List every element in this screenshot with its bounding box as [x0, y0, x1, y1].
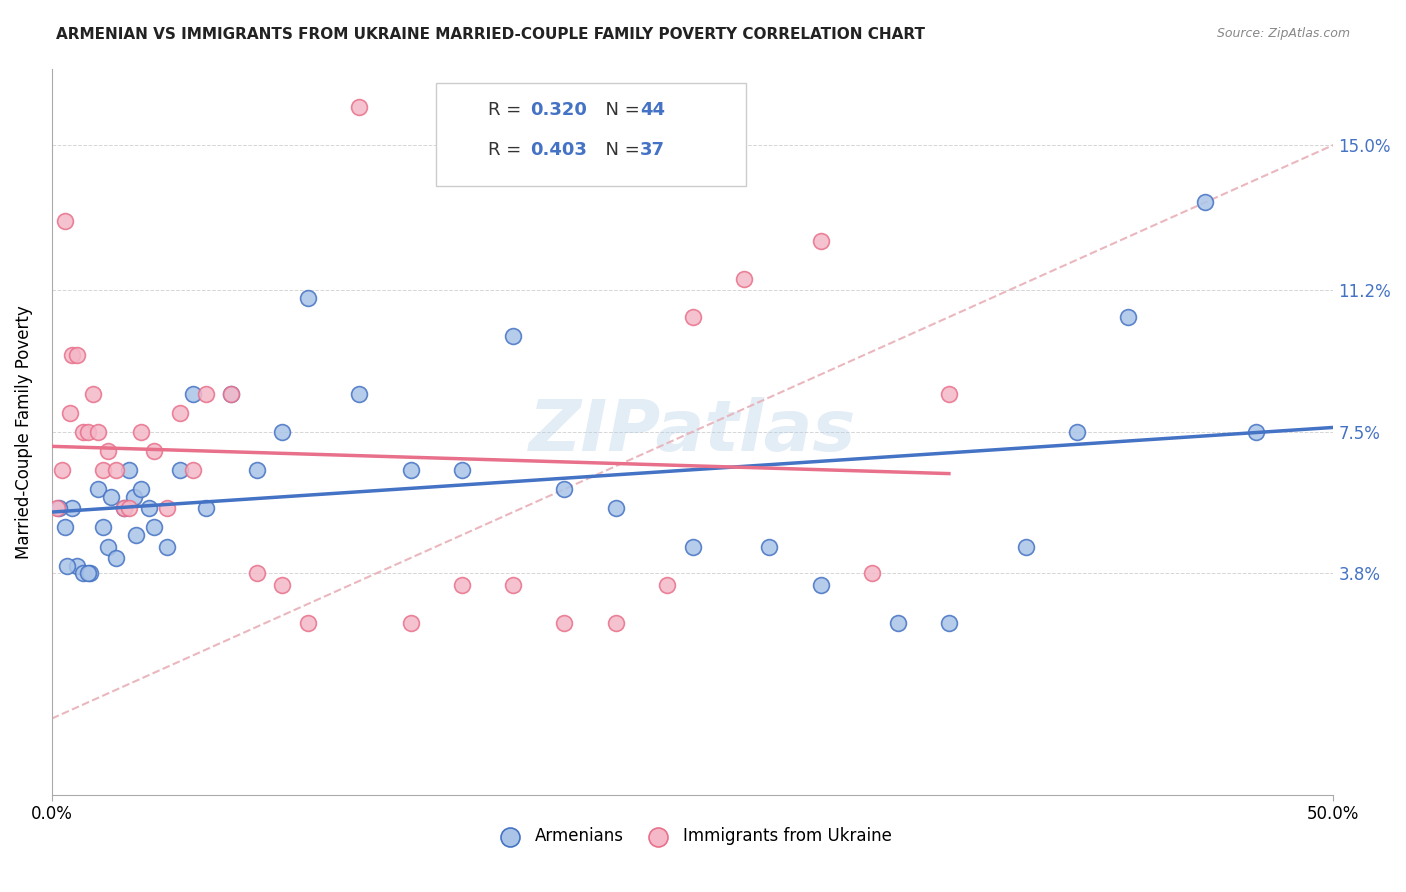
Point — [60, 501, 83, 516]
Text: N =: N = — [593, 101, 645, 119]
Point — [349, 386, 371, 401]
Point — [181, 463, 204, 477]
Point — [605, 615, 627, 630]
Point — [97, 540, 120, 554]
Text: 0.403: 0.403 — [530, 141, 588, 159]
Point — [349, 100, 371, 114]
Point — [91, 463, 114, 477]
Text: Source: ZipAtlas.com: Source: ZipAtlas.com — [1216, 27, 1350, 40]
Point — [399, 463, 422, 477]
Text: R =: R = — [488, 101, 527, 119]
Text: ZIPatlas: ZIPatlas — [529, 397, 856, 467]
Point — [1246, 425, 1268, 439]
Point — [194, 386, 217, 401]
Point — [219, 386, 242, 401]
Point — [271, 425, 294, 439]
Point — [156, 501, 179, 516]
Point — [297, 291, 319, 305]
Point — [143, 444, 166, 458]
Text: 37: 37 — [640, 141, 665, 159]
Point — [104, 551, 127, 566]
Point — [758, 540, 780, 554]
Point — [733, 272, 755, 286]
Point — [246, 566, 269, 581]
Point — [502, 578, 524, 592]
Text: 44: 44 — [640, 101, 665, 119]
Point — [122, 490, 145, 504]
Point — [97, 444, 120, 458]
Point — [451, 578, 474, 592]
Point — [48, 501, 70, 516]
Point — [297, 615, 319, 630]
Point — [1015, 540, 1038, 554]
Point — [131, 482, 153, 496]
Point — [938, 386, 960, 401]
Point — [886, 615, 908, 630]
Point — [91, 520, 114, 534]
Point — [399, 615, 422, 630]
Point — [100, 490, 122, 504]
Point — [143, 520, 166, 534]
Point — [112, 501, 135, 516]
Point — [451, 463, 474, 477]
Text: R =: R = — [488, 141, 527, 159]
Point — [87, 425, 110, 439]
Point — [72, 425, 94, 439]
Legend: Armenians, Immigrants from Ukraine: Armenians, Immigrants from Ukraine — [486, 821, 898, 852]
Point — [1118, 310, 1140, 324]
Point — [860, 566, 883, 581]
Text: ARMENIAN VS IMMIGRANTS FROM UKRAINE MARRIED-COUPLE FAMILY POVERTY CORRELATION CH: ARMENIAN VS IMMIGRANTS FROM UKRAINE MARR… — [56, 27, 925, 42]
Point — [138, 501, 160, 516]
Point — [112, 501, 135, 516]
Point — [59, 406, 82, 420]
Point — [1194, 195, 1216, 210]
Point — [87, 482, 110, 496]
Point — [72, 566, 94, 581]
Point — [194, 501, 217, 516]
Point — [553, 615, 575, 630]
Point — [605, 501, 627, 516]
Point — [66, 558, 89, 573]
Point — [219, 386, 242, 401]
Point — [502, 329, 524, 343]
Point — [156, 540, 179, 554]
Point — [131, 425, 153, 439]
Point — [271, 578, 294, 592]
Point — [246, 463, 269, 477]
Point — [169, 463, 191, 477]
Point — [682, 540, 704, 554]
Point — [82, 386, 104, 401]
Point — [53, 520, 76, 534]
Point — [169, 406, 191, 420]
Point — [60, 348, 83, 362]
Point — [125, 528, 148, 542]
Point — [76, 566, 98, 581]
Point — [117, 501, 139, 516]
Point — [66, 348, 89, 362]
Point — [655, 578, 678, 592]
Point — [117, 463, 139, 477]
Text: N =: N = — [593, 141, 645, 159]
Point — [51, 463, 73, 477]
Point — [53, 214, 76, 228]
Point — [938, 615, 960, 630]
Point — [76, 425, 98, 439]
Point — [1066, 425, 1088, 439]
Point — [553, 482, 575, 496]
Point — [810, 234, 832, 248]
Text: 0.320: 0.320 — [530, 101, 588, 119]
Point — [56, 558, 79, 573]
Y-axis label: Married-Couple Family Poverty: Married-Couple Family Poverty — [15, 305, 32, 558]
Point — [682, 310, 704, 324]
Point — [45, 501, 67, 516]
Point — [79, 566, 101, 581]
Point — [181, 386, 204, 401]
Point — [810, 578, 832, 592]
Point — [104, 463, 127, 477]
